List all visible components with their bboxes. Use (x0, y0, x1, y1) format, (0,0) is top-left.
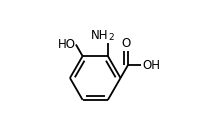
Text: OH: OH (142, 59, 160, 72)
Text: NH: NH (90, 29, 108, 42)
Text: 2: 2 (108, 33, 114, 42)
Text: HO: HO (57, 38, 75, 51)
Text: O: O (121, 37, 131, 50)
